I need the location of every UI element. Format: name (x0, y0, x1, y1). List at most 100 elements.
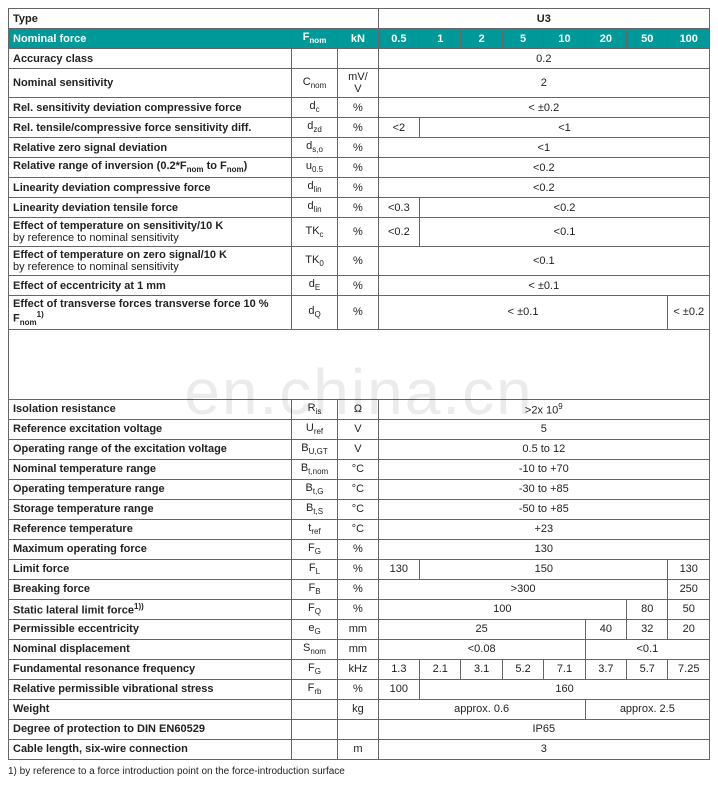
row-sym: FG (291, 659, 337, 679)
row-val: >2x 109 (378, 399, 709, 419)
row-label: Nominal sensitivity (9, 69, 292, 98)
row-sym: dzd (291, 118, 337, 138)
row-label: Relative range of inversion (0.2*Fnom to… (9, 158, 292, 178)
row-label: Effect of temperature on zero signal/10 … (9, 247, 292, 276)
row-unit: % (338, 539, 378, 559)
gap-row (9, 329, 710, 399)
row-sym (291, 699, 337, 719)
row-val: 32 (627, 619, 668, 639)
row-sym: dc (291, 98, 337, 118)
row-val: 7.25 (668, 659, 710, 679)
row-val: 3.7 (585, 659, 626, 679)
col-0: 0.5 (378, 29, 419, 49)
row-val: <0.1 (378, 247, 709, 276)
nominal-force-label: Nominal force (9, 29, 292, 49)
row-val: approx. 2.5 (585, 699, 709, 719)
type-value: U3 (378, 9, 709, 29)
row-unit (338, 719, 378, 739)
row-val: <0.1 (420, 218, 710, 247)
row-unit: V (338, 439, 378, 459)
row-val: 2.1 (420, 659, 461, 679)
row-val: IP65 (378, 719, 709, 739)
col-5: 20 (585, 29, 626, 49)
row-sym: dE (291, 276, 337, 296)
row-val: < ±0.1 (378, 296, 668, 330)
row-val: 130 (378, 559, 419, 579)
row-unit: % (338, 98, 378, 118)
row-label: Cable length, six-wire connection (9, 739, 292, 759)
row-unit: V (338, 419, 378, 439)
row-sym: dlin (291, 178, 337, 198)
row-sym: tref (291, 519, 337, 539)
row-label: Linearity deviation tensile force (9, 198, 292, 218)
table-row: Relative zero signal deviation ds,o % <1 (9, 138, 710, 158)
row-unit: % (338, 599, 378, 619)
row-val: -30 to +85 (378, 479, 709, 499)
table-row: Isolation resistance Ris Ω >2x 109 (9, 399, 710, 419)
row-label: Relative zero signal deviation (9, 138, 292, 158)
table-row: Operating temperature range Bt,G °C -30 … (9, 479, 710, 499)
row-val: 100 (378, 679, 419, 699)
row-unit (338, 49, 378, 69)
row-unit: mm (338, 639, 378, 659)
table-row: Reference excitation voltage Uref V 5 (9, 419, 710, 439)
row-label: Reference temperature (9, 519, 292, 539)
type-label: Type (9, 9, 379, 29)
row-label: Degree of protection to DIN EN60529 (9, 719, 292, 739)
row-val: <2 (378, 118, 419, 138)
table-row: Effect of eccentricity at 1 mm dE % < ±0… (9, 276, 710, 296)
row-unit: °C (338, 519, 378, 539)
row-val: approx. 0.6 (378, 699, 585, 719)
row-unit: % (338, 218, 378, 247)
table-row: Storage temperature range Bt,S °C -50 to… (9, 499, 710, 519)
row-val: 160 (420, 679, 710, 699)
row-label: Operating temperature range (9, 479, 292, 499)
row-sym: Uref (291, 419, 337, 439)
row-unit: % (338, 138, 378, 158)
row-unit: % (338, 198, 378, 218)
row-unit: % (338, 276, 378, 296)
row-sym: Ris (291, 399, 337, 419)
row-label: Nominal temperature range (9, 459, 292, 479)
row-sym: FQ (291, 599, 337, 619)
row-unit: kHz (338, 659, 378, 679)
table-row: Degree of protection to DIN EN60529 IP65 (9, 719, 710, 739)
row-sym: FG (291, 539, 337, 559)
row-sym: Frb (291, 679, 337, 699)
row-unit: % (338, 579, 378, 599)
row-val: 0.2 (378, 49, 709, 69)
row-label: Reference excitation voltage (9, 419, 292, 439)
row-val: 1.3 (378, 659, 419, 679)
row-sym: ds,o (291, 138, 337, 158)
row-label: Limit force (9, 559, 292, 579)
row-label: Weight (9, 699, 292, 719)
row-val: < ±0.2 (668, 296, 710, 330)
col-6: 50 (627, 29, 668, 49)
row-sym (291, 719, 337, 739)
row-sym: Bt,S (291, 499, 337, 519)
table-row: Linearity deviation compressive force dl… (9, 178, 710, 198)
row-unit: Ω (338, 399, 378, 419)
row-val: 0.5 to 12 (378, 439, 709, 459)
row-val: -50 to +85 (378, 499, 709, 519)
row-val: 150 (420, 559, 668, 579)
row-val: 250 (668, 579, 710, 599)
header-row: Nominal force Fnom kN 0.5 1 2 5 10 20 50… (9, 29, 710, 49)
row-label: Linearity deviation compressive force (9, 178, 292, 198)
row-unit: kg (338, 699, 378, 719)
row-label: Relative permissible vibrational stress (9, 679, 292, 699)
row-val: <1 (378, 138, 709, 158)
spec-table: Type U3 Nominal force Fnom kN 0.5 1 2 5 … (8, 8, 710, 760)
row-sym: eG (291, 619, 337, 639)
row-unit: °C (338, 499, 378, 519)
row-sym: TKc (291, 218, 337, 247)
row-val: 25 (378, 619, 585, 639)
table-row: Rel. sensitivity deviation compressive f… (9, 98, 710, 118)
table-row: Effect of transverse forces transverse f… (9, 296, 710, 330)
row-val: +23 (378, 519, 709, 539)
row-val: 5.2 (502, 659, 543, 679)
row-unit: % (338, 296, 378, 330)
col-3: 5 (502, 29, 543, 49)
row-label: Storage temperature range (9, 499, 292, 519)
table-row: Fundamental resonance frequency FG kHz 1… (9, 659, 710, 679)
